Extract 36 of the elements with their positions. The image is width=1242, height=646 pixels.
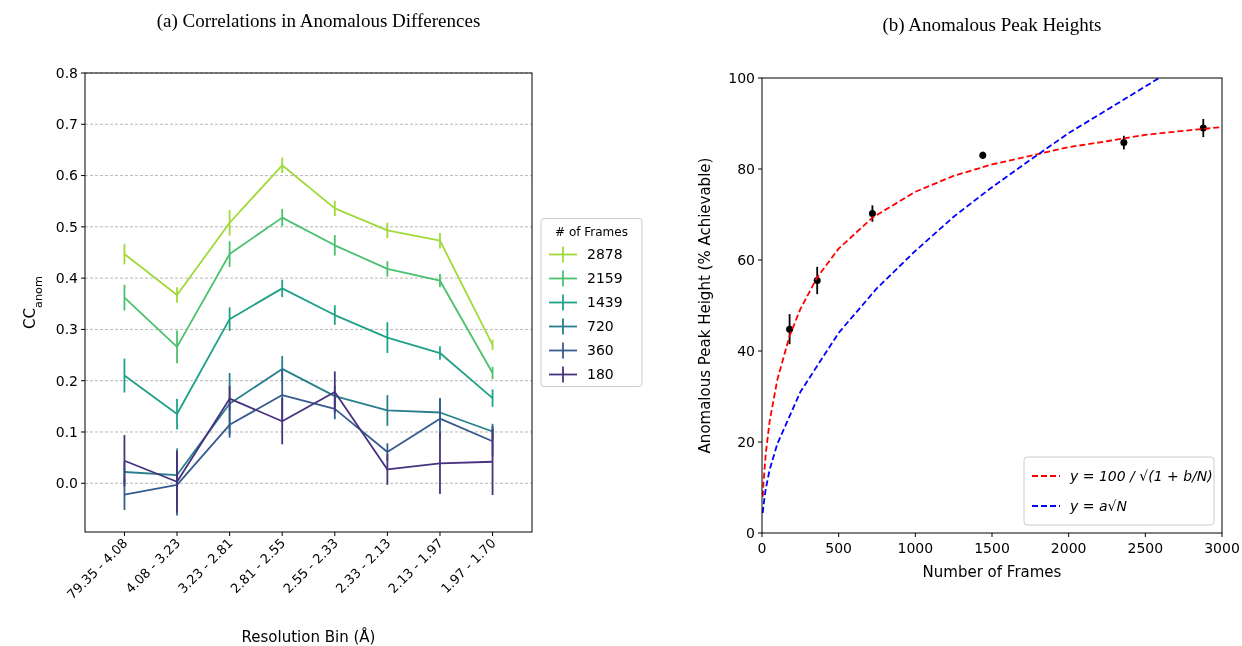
x-tick-label: 3000 [1204,540,1240,556]
y-tick-label: 80 [737,160,755,177]
x-axis-title: Number of Frames [922,563,1062,581]
legend-label: 360 [587,342,614,359]
y-tick-label: 0.5 [55,218,78,235]
chart-title: (a) Correlations in Anomalous Differences [156,10,481,32]
x-tick-label: 2500 [1127,540,1164,556]
x-tick-label: 2000 [1050,540,1087,556]
legend-label: 2159 [587,270,623,287]
y-tick-label: 0.4 [55,270,79,287]
legend-label: y = a√N [1069,497,1128,514]
x-tick-label: 500 [825,540,853,556]
x-axis-title: Resolution Bin (Å) [241,627,376,646]
y-tick-label: 0.8 [55,64,78,81]
legend-label: 720 [587,318,614,335]
y-tick-label: 100 [728,69,755,86]
y-tick-label: 0.0 [55,475,78,492]
x-tick-label: 0 [757,540,767,556]
y-tick-label: 40 [737,342,755,359]
legend-title: # of Frames [555,224,628,239]
y-tick-label: 60 [737,251,755,268]
legend-label: y = 100 / √(1 + b/N) [1069,467,1213,484]
y-tick-label: 0 [746,524,755,541]
y-tick-label: 20 [737,433,755,450]
y-tick-label: 0.1 [55,423,78,440]
y-tick-label: 0.2 [55,372,78,389]
x-tick-label: 1000 [897,540,934,556]
y-tick-label: 0.6 [55,167,79,184]
x-tick-label: 1500 [974,540,1010,556]
y-tick-label: 0.7 [55,116,78,133]
y-tick-label: 0.3 [55,321,78,338]
legend-label: 2878 [587,246,623,263]
y-axis-title: Anomalous Peak Height (% Achievable) [696,157,714,454]
legend-label: 1439 [587,294,623,311]
legend-label: 180 [587,366,614,383]
chart-title: (b) Anomalous Peak Heights [882,14,1102,36]
